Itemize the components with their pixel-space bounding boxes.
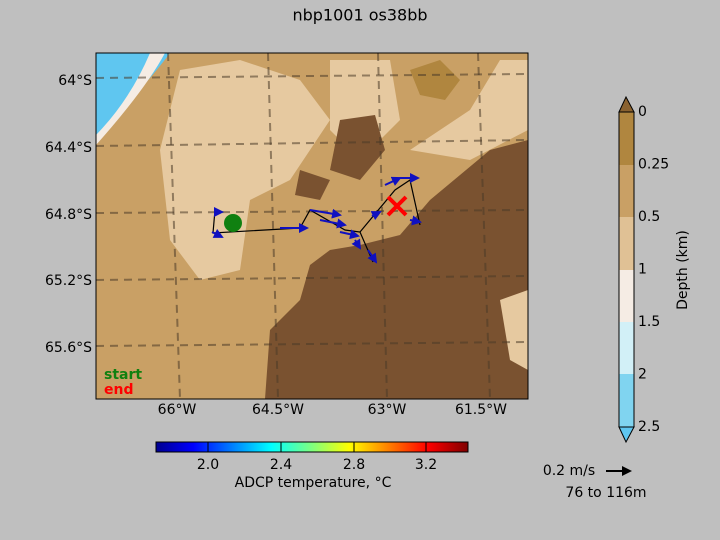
velocity-vectors [211,173,422,264]
shallow [410,60,528,160]
title: nbp1001 os38bb [292,6,427,25]
lon-label: 61.5°W [455,402,507,418]
lat-label: 64°S [58,73,92,89]
depth-label: Depth (km) [675,230,691,310]
depth-ticks: 0 0.25 0.5 1 1.5 2 2.5 [638,104,669,435]
deep-basin [265,140,528,399]
temperature-tick-label: 2.4 [270,457,292,473]
start-marker [224,214,242,232]
depth-tick-label: 1.5 [638,314,660,330]
depth-colorbar [618,95,635,444]
scale-arrowhead [622,466,632,476]
lon-label: 63°W [368,402,407,418]
map: start end [96,53,528,399]
legend-start: start [104,367,142,383]
lon-label: 66°W [158,402,197,418]
lat-label: 64.4°S [45,140,92,156]
temperature-tick-label: 2.0 [197,457,219,473]
shallow [500,290,528,370]
scale-depth-range: 76 to 116m [565,485,646,501]
map-frame [95,52,529,400]
temperature-tick-label: 3.2 [415,457,437,473]
depth-tick-label: 0 [638,104,647,120]
scale-speed: 0.2 m/s [543,463,595,479]
deep-basin [295,170,330,200]
deep-basin [330,115,385,180]
shelf-bank [410,60,460,100]
lon-label: 64.5°W [252,402,304,418]
temperature-ticks: 2.0 2.4 2.8 3.2 [197,442,437,473]
depth-tick-label: 2.5 [638,419,660,435]
lat-labels: 64°S 64.4°S 64.8°S 65.2°S 65.6°S [45,73,92,356]
temperature-label: ADCP temperature, °C [235,475,392,491]
lat-label: 65.2°S [45,273,92,289]
depth-tick-label: 0.25 [638,157,669,173]
legend-end: end [104,382,133,398]
end-marker [386,195,408,217]
shallow [160,60,330,280]
depth-tick-label: 1 [638,262,647,278]
lon-labels: 66°W 64.5°W 63°W 61.5°W [158,402,508,418]
temperature-tick-label: 2.8 [343,457,365,473]
slope [96,53,165,145]
lat-label: 65.6°S [45,340,92,356]
depth-tick-label: 2 [638,367,647,383]
depth-tick-label: 0.5 [638,209,660,225]
lat-label: 64.8°S [45,207,92,223]
meridian [167,53,491,399]
temperature-colorbar [155,441,469,453]
